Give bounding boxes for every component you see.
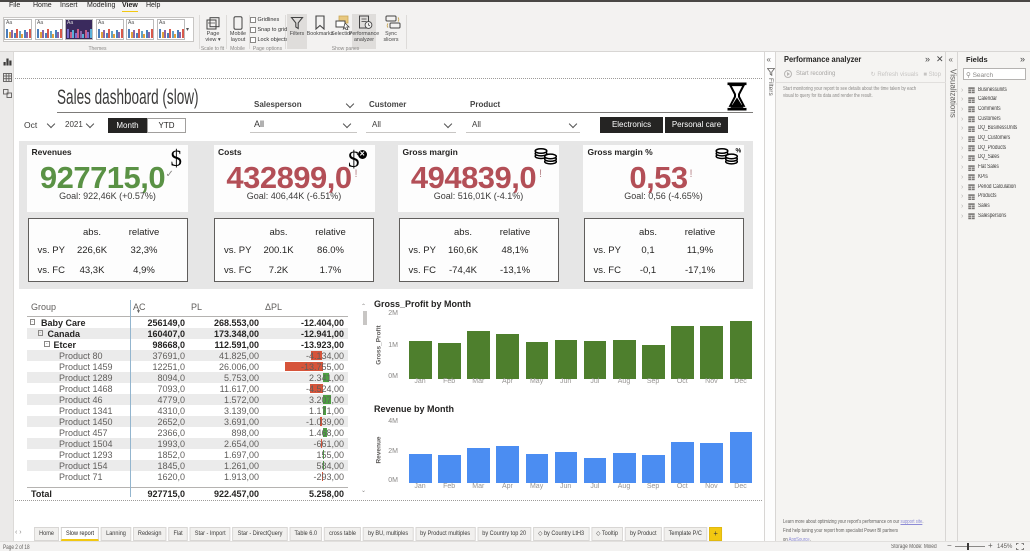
svg-text:%: % xyxy=(736,148,742,155)
